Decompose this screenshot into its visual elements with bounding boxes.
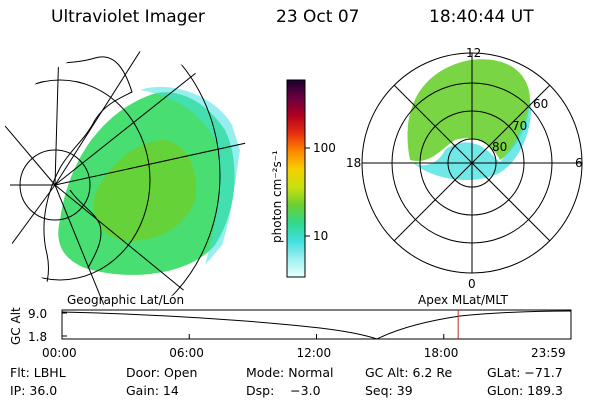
colorbar-tick-label-10: 10	[313, 229, 329, 243]
orbit-x-ticks	[61, 334, 572, 339]
orbit-x-tick-label: 06:00	[169, 346, 204, 360]
polar-plot	[361, 52, 583, 274]
observation-time: 18:40:44 UT	[429, 7, 534, 27]
mlat-label-80: 80	[492, 140, 508, 154]
orbit-x-tick-label: 00:00	[42, 346, 77, 360]
observation-date: 23 Oct 07	[276, 7, 360, 27]
orbit-altitude-curve	[61, 310, 572, 340]
geographic-caption: Geographic Lat/Lon	[67, 293, 185, 307]
geographic-aurora-inner	[93, 140, 197, 241]
info-seq: Seq: 39	[365, 383, 413, 398]
info-gc-alt: GC Alt: 6.2 Re	[365, 365, 453, 380]
polar-spokes	[362, 53, 582, 273]
colorbar	[286, 79, 310, 278]
lat-circle	[0, 50, 221, 306]
geographic-image	[0, 50, 250, 306]
colorbar-scale	[286, 79, 306, 278]
coastline	[9, 56, 133, 301]
mlt-label-18: 18	[346, 156, 362, 170]
mlt-label-0: 0	[468, 277, 476, 291]
apex-caption: Apex MLat/MLT	[418, 293, 508, 307]
info-mode: Mode: Normal	[246, 365, 334, 380]
mlt-label-6: 6	[575, 156, 583, 170]
orbit-x-tick-label: 12:00	[296, 346, 332, 360]
colorbar-unit-label: photon cm⁻²s⁻¹	[270, 150, 284, 243]
mlat-label-70: 70	[512, 119, 528, 133]
orbit-plot	[61, 309, 572, 340]
polar-aurora-edge	[410, 100, 531, 180]
orbit-y-tick-lower: 1.8	[28, 330, 48, 344]
mlt-label-12: 12	[466, 46, 482, 60]
orbit-axis-label: GC Alt	[9, 307, 23, 345]
orbit-y-tick-upper: 9.0	[28, 307, 48, 321]
orbit-x-tick-label: 23:59	[531, 346, 566, 360]
lat-circle	[0, 79, 151, 281]
info-filter: Flt: LBHL	[10, 365, 66, 380]
info-door: Door: Open	[126, 365, 198, 380]
coastline-2	[69, 189, 102, 269]
colorbar-tick-label-100: 100	[313, 141, 336, 155]
mlat-label-60: 60	[533, 97, 549, 111]
info-dsp: Dsp: −3.0	[246, 383, 321, 398]
info-glat: GLat: −71.7	[487, 365, 563, 380]
info-gain: Gain: 14	[126, 383, 179, 398]
info-glon: GLon: 189.3	[487, 383, 563, 398]
orbit-x-tick-label: 18:00	[423, 346, 459, 360]
info-ip: IP: 36.0	[10, 383, 58, 398]
instrument-title: Ultraviolet Imager	[51, 7, 205, 27]
